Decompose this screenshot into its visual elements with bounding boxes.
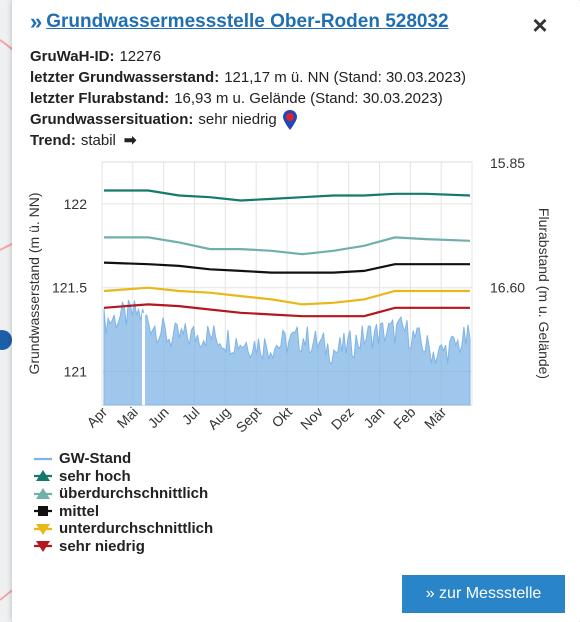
x-tick-label: Jul — [179, 404, 203, 428]
x-tick-label: Apr — [83, 404, 110, 431]
y-right-axis-title: Flurabstand (m u. Gelände) — [536, 208, 552, 379]
legend-item-gw-stand[interactable]: GW-Stand — [32, 450, 213, 468]
x-tick-label: Mär — [421, 404, 450, 433]
chart-legend: GW-Stand sehr hoch überdurchschnittlich mit… — [32, 450, 213, 555]
info-row-id: GruWaH-ID: 12276 — [30, 46, 466, 67]
info-value: 121,17 m ü. NN (Stand: 30.03.2023) — [224, 69, 467, 86]
legend-marker-icon — [34, 541, 52, 553]
y-tick-label: 121.5 — [52, 280, 87, 296]
station-info: GruWaH-ID: 12276 letzter Grundwasserstan… — [30, 46, 466, 151]
info-value: sehr niedrig — [198, 111, 277, 128]
y-axis-title: Grundwasserstand (m ü. NN) — [26, 192, 42, 374]
legend-item-sehr-niedrig[interactable]: sehr niedrig — [32, 538, 213, 556]
map-marker[interactable] — [0, 330, 12, 350]
legend-label: überdurchschnittlich — [59, 485, 209, 503]
info-row-depth: letzter Flurabstand: 16,93 m u. Gelände … — [30, 88, 466, 109]
series-gw-stand-gap — [142, 312, 145, 405]
x-tick-label: Feb — [390, 404, 419, 433]
series-line-2 — [104, 236, 471, 256]
popup-title-row: » Grundwassermessstelle Ober-Roden 52803… — [30, 10, 449, 34]
x-tick-label: Okt — [268, 404, 295, 431]
station-popup: » Grundwassermessstelle Ober-Roden 52803… — [12, 0, 580, 622]
info-label: Trend: — [30, 132, 76, 149]
info-row-situation: Grundwassersituation: sehr niedrig — [30, 109, 466, 130]
info-label: letzter Grundwasserstand: — [30, 69, 220, 86]
legend-item-ueberdurchschnittlich[interactable]: überdurchschnittlich — [32, 485, 213, 503]
y-right-tick-label: 16.60 — [490, 280, 525, 296]
x-tick-label: Jan — [360, 404, 387, 431]
legend-item-unterdurchschnittlich[interactable]: unterdurchschnittlich — [32, 520, 213, 538]
y-tick-label: 122 — [64, 196, 88, 212]
go-to-station-button[interactable]: » zur Messstelle — [402, 575, 565, 613]
groundwater-chart: 122 121.5 121 15.85 16.60 Grundwasserstand (m… — [26, 155, 552, 436]
legend-marker-icon — [34, 457, 52, 460]
info-row-trend: Trend: stabil ➡ — [30, 130, 466, 151]
legend-item-mittel[interactable]: mittel — [32, 503, 213, 521]
info-label: Grundwassersituation: — [30, 111, 194, 128]
x-tick-label: Aug — [205, 404, 234, 433]
series-line-5 — [103, 303, 470, 318]
legend-label: mittel — [59, 502, 100, 520]
close-icon[interactable]: × — [532, 10, 548, 40]
x-tick-label: Dez — [328, 404, 357, 433]
legend-label: GW-Stand — [59, 450, 132, 468]
y-right-tick-label: 15.85 — [490, 155, 525, 171]
series-gw-stand-area — [103, 299, 471, 406]
info-value: 12276 — [119, 48, 162, 65]
legend-marker-icon — [34, 523, 52, 535]
series-line-4 — [103, 286, 470, 306]
info-value: stabil — [80, 132, 116, 149]
chevron-right-icon: » — [30, 9, 43, 34]
station-title-link[interactable]: Grundwassermessstelle Ober-Roden 528032 — [46, 11, 449, 32]
legend-label: sehr niedrig — [59, 537, 145, 555]
series-line-1 — [104, 189, 471, 202]
series-line-3 — [103, 261, 470, 274]
legend-item-sehr-hoch[interactable]: sehr hoch — [32, 468, 213, 486]
legend-marker-icon — [34, 506, 52, 517]
y-tick-label: 121 — [64, 363, 88, 379]
info-row-groundwater-level: letzter Grundwasserstand: 121,17 m ü. NN… — [30, 67, 466, 88]
info-value: 16,93 m u. Gelände (Stand: 30.03.2023) — [174, 90, 443, 107]
x-tick-label: Mai — [114, 404, 141, 431]
arrow-right-icon: ➡ — [123, 132, 137, 149]
legend-marker-icon — [34, 470, 52, 482]
info-label: GruWaH-ID: — [30, 48, 115, 65]
legend-label: sehr hoch — [59, 467, 131, 485]
legend-label: unterdurchschnittlich — [59, 520, 214, 538]
legend-marker-icon — [34, 487, 52, 499]
info-label: letzter Flurabstand: — [30, 90, 170, 107]
x-tick-label: Jun — [145, 404, 172, 431]
x-tick-label: Sept — [233, 404, 265, 436]
x-tick-label: Nov — [297, 404, 326, 433]
location-pin-icon — [282, 109, 297, 130]
